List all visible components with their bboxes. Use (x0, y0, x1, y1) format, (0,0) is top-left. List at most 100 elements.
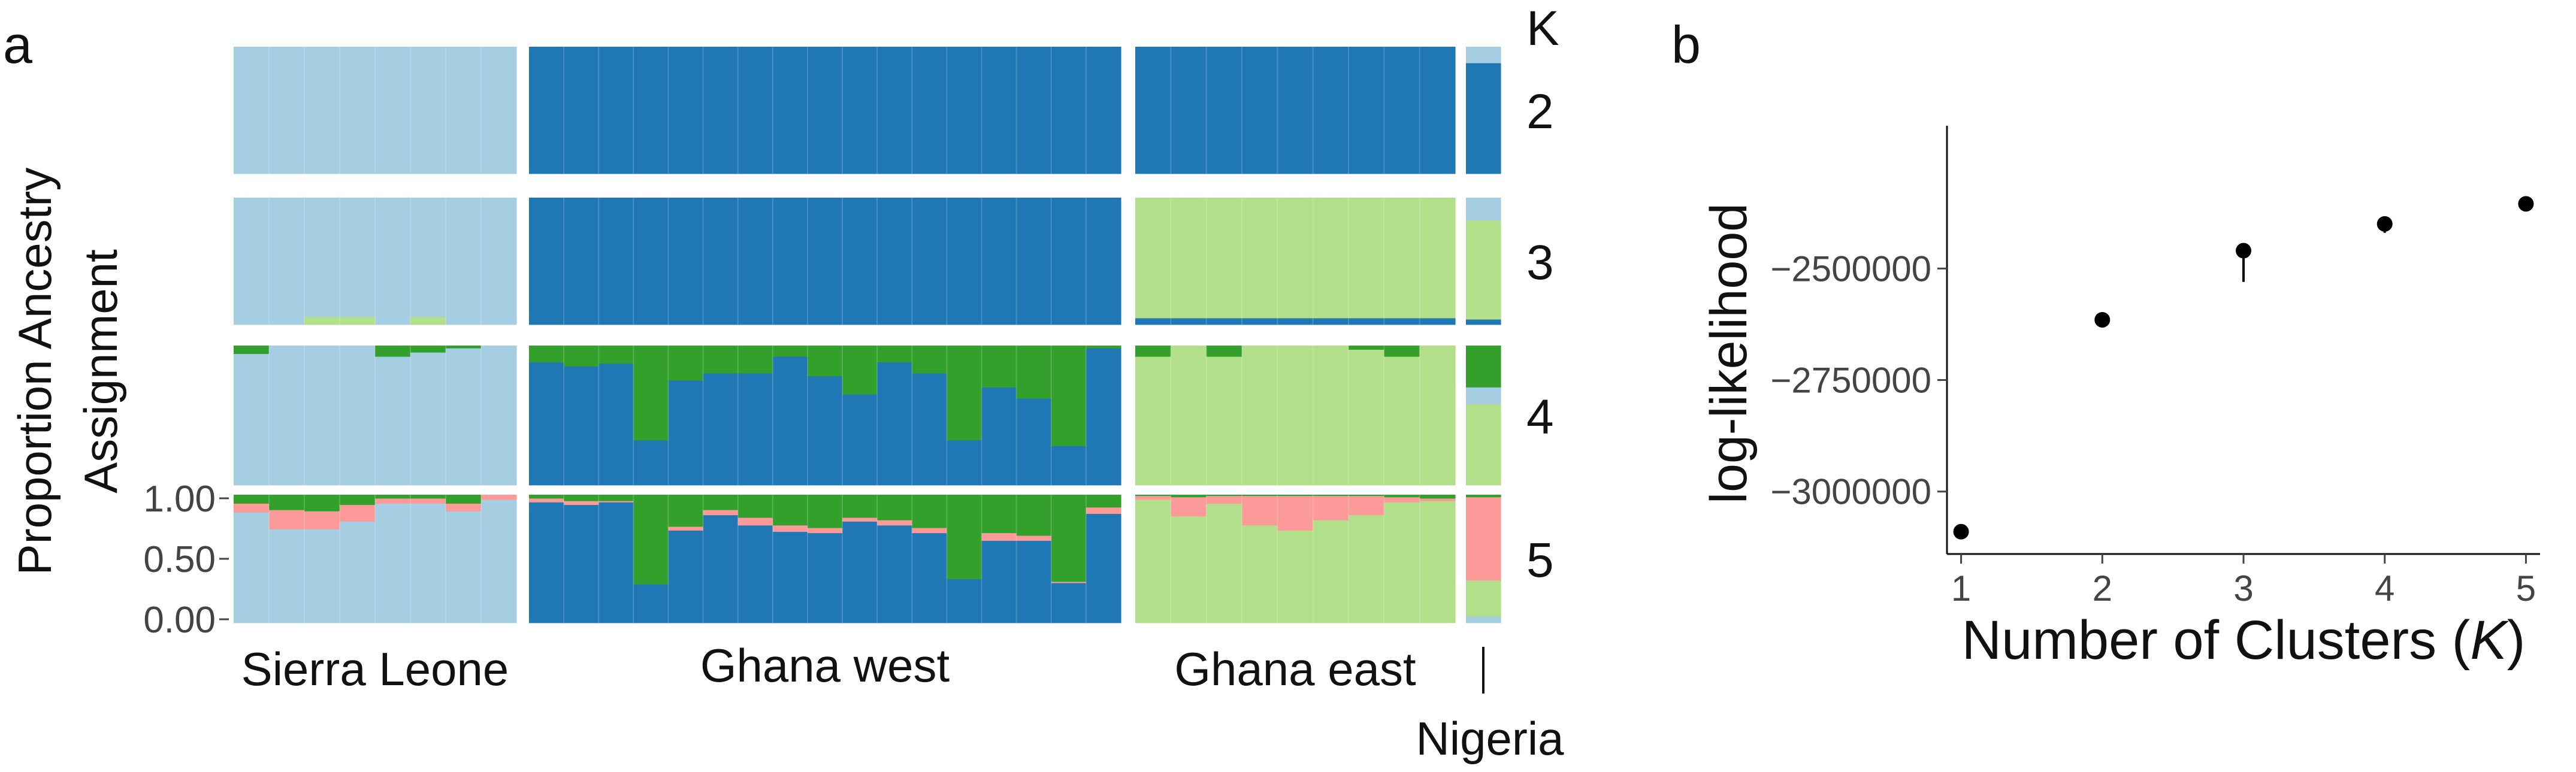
ancestry-segment (877, 495, 912, 521)
ancestry-segment (304, 47, 340, 174)
ancestry-segment (947, 47, 982, 174)
ancestry-segment (1277, 530, 1314, 623)
ancestry-segment (529, 362, 564, 486)
panel-b-loglikelihood-plot: b log-likelihood Number of Clusters (K) … (1671, 15, 2540, 671)
x-tick-label: 4 (2375, 568, 2394, 608)
y-axis-label-line1: Proportion Ancestry (8, 168, 61, 576)
ancestry-segment (564, 47, 599, 174)
ancestry-segment (1384, 318, 1420, 325)
x-axis-label-var: K (2470, 610, 2509, 671)
ancestry-segment (842, 495, 878, 518)
ancestry-segment (1135, 318, 1171, 325)
ancestry-segment (410, 352, 446, 486)
k-label: 4 (1526, 390, 1554, 444)
ancestry-segment (1171, 516, 1207, 623)
ancestry-segment (269, 495, 305, 511)
ancestry-segment (1016, 398, 1052, 486)
ancestry-segment (234, 503, 270, 513)
ancestry-segment (633, 198, 669, 325)
ancestry-segment (1206, 495, 1242, 496)
ancestry-segment (1135, 356, 1171, 486)
ancestry-segment (1384, 356, 1420, 486)
ancestry-segment (1466, 404, 1501, 486)
ancestry-segment (1206, 47, 1242, 174)
ancestry-segment (446, 47, 482, 174)
ancestry-segment (269, 346, 305, 486)
ancestry-segment (304, 317, 340, 325)
ancestry-segment (269, 510, 305, 530)
ancestry-segment (234, 198, 270, 325)
ancestry-segment (1135, 198, 1171, 319)
ancestry-segment (1242, 346, 1278, 486)
ancestry-segment (668, 346, 704, 381)
ancestry-segment (446, 348, 482, 486)
ancestry-segment (1419, 318, 1456, 325)
ancestry-segment (340, 317, 376, 325)
ancestry-segment (807, 47, 843, 174)
ancestry-segment (446, 503, 482, 512)
ancestry-segment (1349, 496, 1384, 516)
ancestry-segment (269, 529, 305, 623)
ancestry-segment (877, 362, 912, 486)
ancestry-segment (1277, 198, 1314, 319)
ancestry-segment (564, 198, 599, 325)
ancestry-segment (981, 47, 1017, 174)
ancestry-segment (1349, 198, 1384, 319)
ancestry-segment (598, 501, 634, 503)
ancestry-segment (737, 47, 773, 174)
ancestry-segment (842, 517, 878, 522)
ancestry-segment (807, 198, 843, 325)
ancestry-segment (807, 346, 843, 377)
ancestry-segment (1313, 318, 1349, 325)
ancestry-segment (340, 198, 376, 317)
ancestry-segment (633, 47, 669, 174)
ancestry-segment (375, 47, 411, 174)
ancestry-segment (1016, 47, 1052, 174)
ancestry-segment (772, 198, 808, 325)
k-label: 5 (1526, 533, 1554, 588)
ancestry-segment (1313, 47, 1349, 174)
ancestry-segment (340, 521, 376, 623)
ancestry-segment (737, 517, 773, 526)
ancestry-segment (703, 510, 739, 516)
ancestry-segment (1016, 198, 1052, 325)
ancestry-segment (529, 502, 564, 623)
ancestry-segment (1051, 47, 1087, 174)
ancestry-segment (912, 47, 948, 174)
ancestry-segment (1016, 495, 1052, 536)
ancestry-segment (1016, 535, 1052, 541)
ancestry-segment (1277, 496, 1314, 531)
panel-a-structure-plot: a K Proportion Ancestry Assignment 2345 … (3, 1, 1564, 765)
ancestry-segment (877, 346, 912, 363)
x-tick-label: 3 (2233, 568, 2253, 608)
ancestry-segment (981, 541, 1017, 623)
ancestry-segment (772, 47, 808, 174)
ancestry-segment (877, 47, 912, 174)
ancestry-segment (1313, 496, 1349, 521)
population-label: Sierra Leone (241, 643, 509, 695)
ancestry-segment (1135, 499, 1171, 623)
ancestry-segment (304, 529, 340, 623)
ancestry-segment (737, 198, 773, 325)
axes (1946, 126, 2540, 555)
ancestry-segment (633, 346, 669, 441)
ancestry-segment (1206, 198, 1242, 319)
ancestry-segment (598, 364, 634, 486)
ancestry-segment (1135, 47, 1171, 174)
ancestry-segment (598, 198, 634, 325)
ancestry-segment (1086, 47, 1121, 174)
ancestry-segment (1086, 507, 1121, 514)
ancestry-segment (1242, 495, 1278, 496)
ancestry-segment (234, 47, 270, 174)
ancestry-segment (1419, 198, 1456, 319)
ancestry-segment (668, 47, 704, 174)
ticks: 1 2 3 4 5 −3000000 −2750000 −2500000 (1770, 249, 2536, 608)
y-tick-label: 0.00 (143, 600, 216, 641)
ancestry-segment (668, 530, 704, 623)
ancestry-segment (1466, 495, 1501, 498)
ancestry-segment (981, 387, 1017, 486)
ancestry-segment (340, 346, 376, 486)
ancestry-segment (668, 495, 704, 527)
ancestry-segment (1419, 501, 1456, 623)
ancestry-segment (529, 47, 564, 174)
